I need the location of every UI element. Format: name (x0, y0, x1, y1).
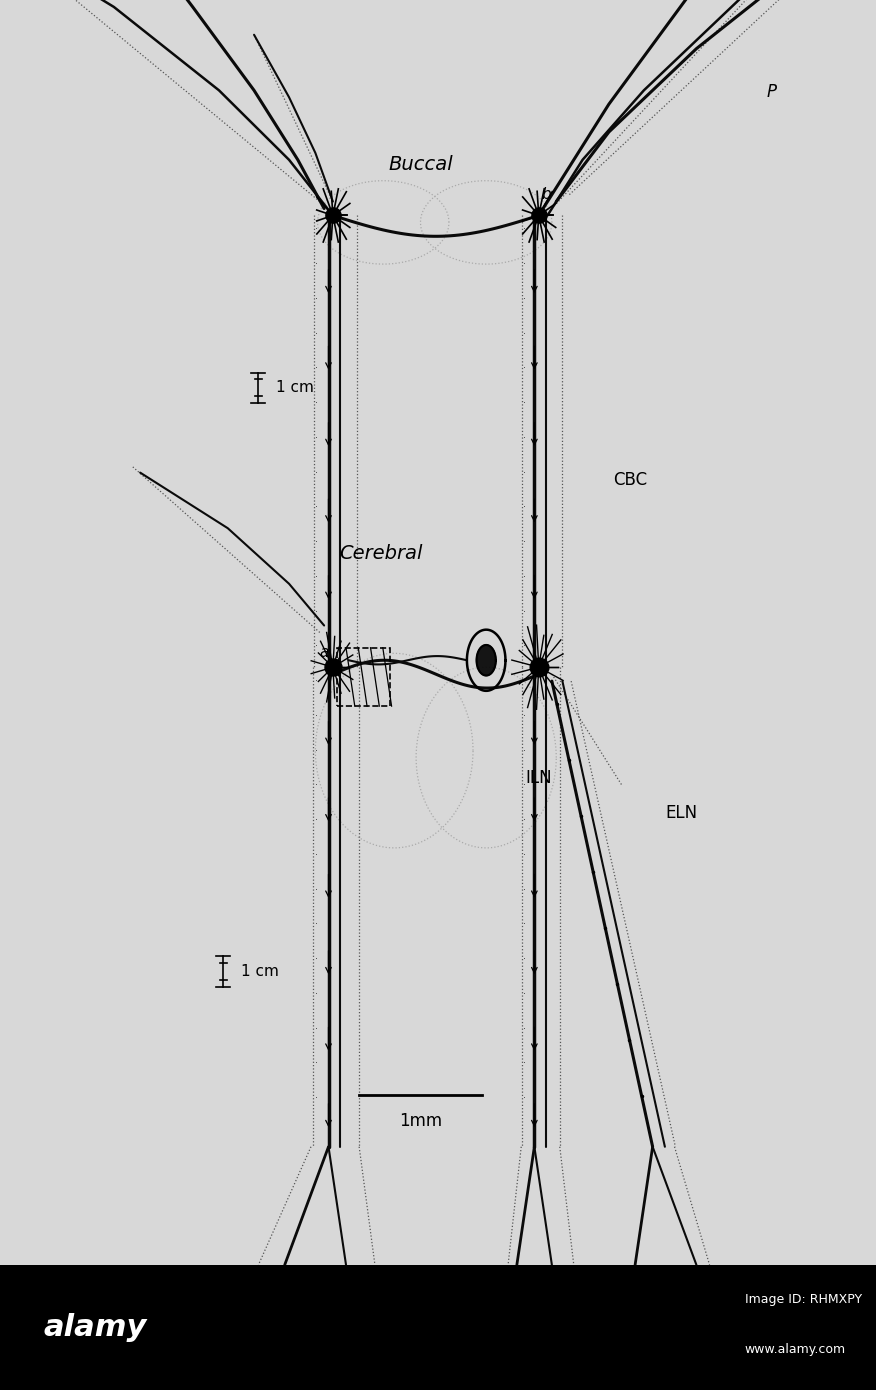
Text: alamy: alamy (44, 1314, 147, 1341)
Bar (337, 648, 390, 706)
Point (532, 656, 546, 678)
Text: Buccal: Buccal (388, 154, 453, 174)
Text: b: b (541, 186, 551, 202)
Text: ELN: ELN (666, 805, 698, 821)
Text: Cerebral: Cerebral (339, 543, 423, 563)
Point (326, 204, 340, 227)
Point (532, 204, 546, 227)
Text: 1mm: 1mm (399, 1112, 442, 1130)
Point (326, 656, 340, 678)
Text: P: P (766, 83, 776, 101)
Text: a: a (320, 645, 329, 660)
Polygon shape (477, 645, 496, 676)
Text: www.alamy.com: www.alamy.com (745, 1344, 845, 1357)
Bar (0, 1265, 876, 1390)
Text: CBC: CBC (613, 471, 647, 488)
Text: 1 cm: 1 cm (241, 965, 279, 979)
Text: Image ID: RHMXPY: Image ID: RHMXPY (745, 1294, 862, 1307)
Text: ILN: ILN (526, 770, 552, 787)
Text: 1 cm: 1 cm (276, 381, 314, 395)
